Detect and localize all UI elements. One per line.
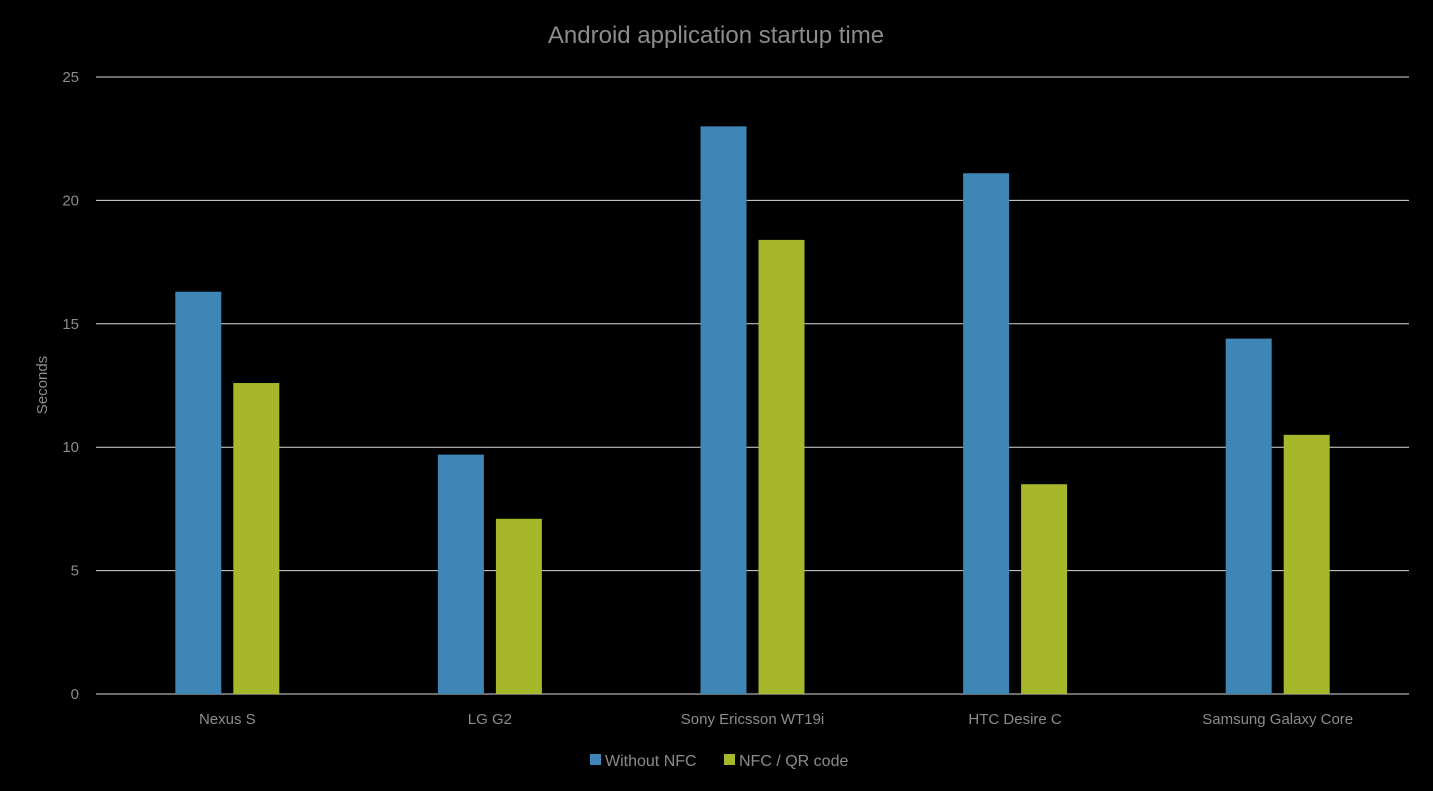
legend-swatch-0	[590, 754, 601, 765]
legend-label-0: Without NFC	[605, 753, 697, 770]
bar-nfc-qr-1	[495, 518, 542, 694]
y-tick-labels: 0 5 10 15 20 25	[62, 69, 79, 703]
bar-without-nfc-3	[963, 173, 1010, 694]
category-label-0: Nexus S	[199, 711, 256, 728]
category-label-1: LG G2	[468, 711, 512, 728]
category-labels: Nexus S LG G2 Sony Ericsson WT19i HTC Desir…	[199, 711, 1353, 728]
y-axis-label: Seconds	[34, 356, 51, 414]
category-label-3: HTC Desire C	[968, 711, 1062, 728]
category-label-4: Samsung Galaxy Core	[1202, 711, 1353, 728]
bar-without-nfc-4	[1225, 338, 1272, 694]
legend: Without NFC NFC / QR code	[590, 753, 848, 770]
bar-without-nfc-2	[700, 126, 747, 695]
y-tick-label-25: 25	[62, 69, 79, 86]
y-tick-label-10: 10	[62, 439, 79, 456]
y-tick-label-0: 0	[71, 686, 79, 703]
category-label-2: Sony Ericsson WT19i	[681, 711, 824, 728]
bar-without-nfc-1	[437, 454, 484, 694]
bar-nfc-qr-0	[233, 383, 280, 694]
bars	[175, 126, 1330, 695]
legend-label-1: NFC / QR code	[739, 753, 848, 770]
y-tick-label-20: 20	[62, 192, 79, 209]
bar-without-nfc-0	[175, 291, 222, 694]
y-tick-label-5: 5	[71, 563, 79, 580]
bar-nfc-qr-4	[1283, 434, 1330, 694]
bar-nfc-qr-2	[758, 239, 805, 694]
y-tick-label-15: 15	[62, 316, 79, 333]
gridlines	[96, 76, 1409, 695]
chart-title: Android application startup time	[548, 22, 884, 49]
legend-swatch-1	[724, 754, 735, 765]
bar-nfc-qr-3	[1021, 484, 1068, 694]
